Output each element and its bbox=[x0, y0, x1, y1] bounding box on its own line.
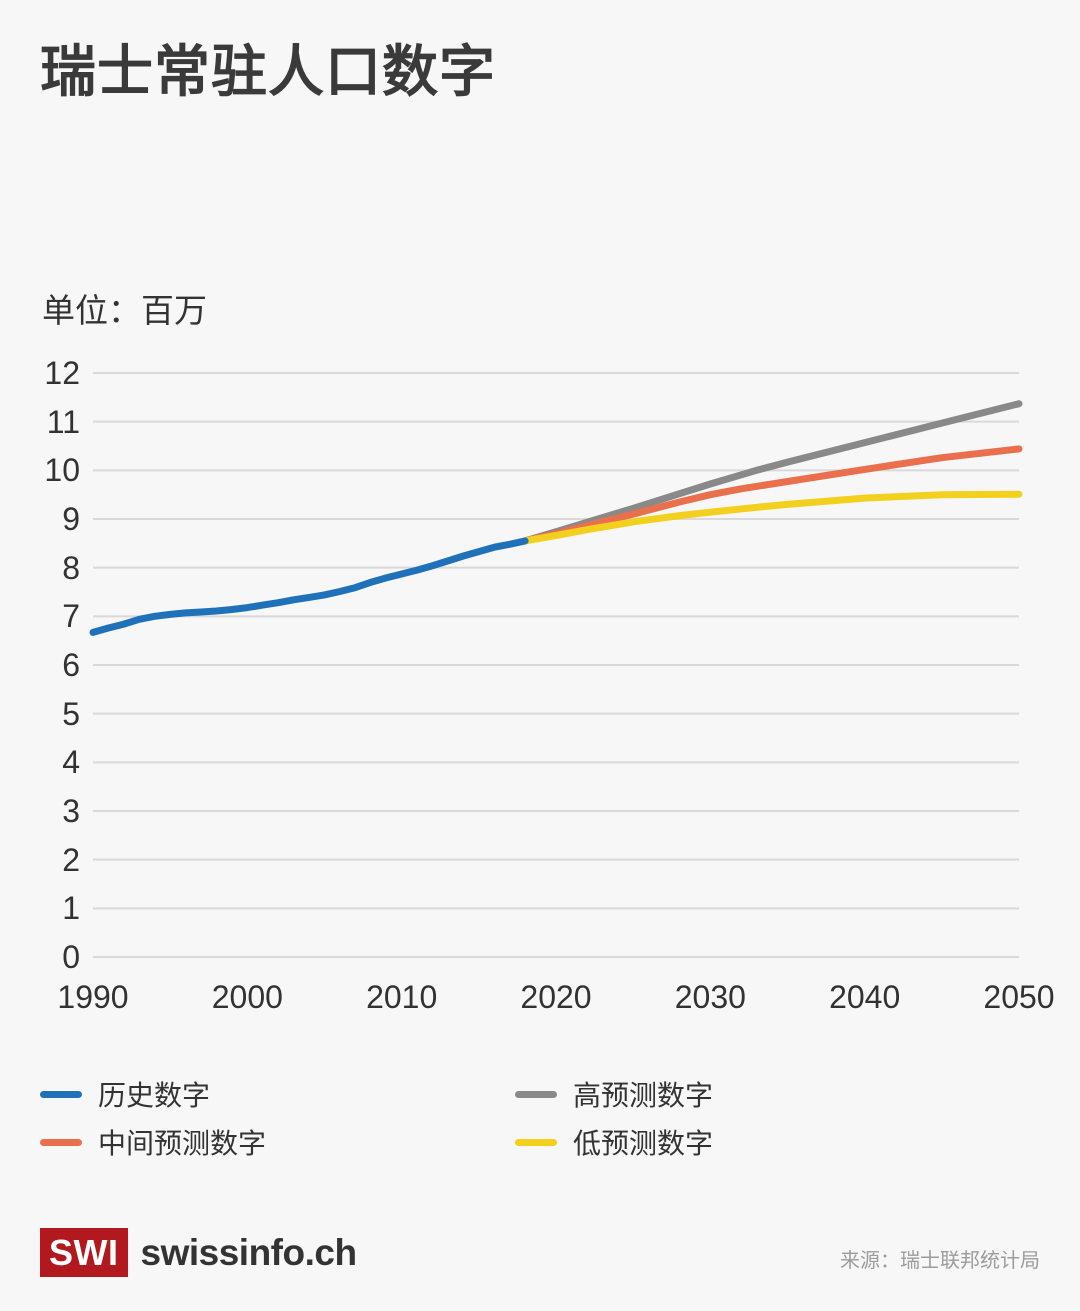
legend-swatch-high-projection bbox=[515, 1090, 557, 1098]
y-axis-tick-11: 11 bbox=[46, 403, 80, 440]
swissinfo-wordmark: swissinfo.ch bbox=[140, 1231, 358, 1273]
y-axis-tick-8: 8 bbox=[62, 549, 80, 586]
x-axis-tick-2050: 2050 bbox=[983, 979, 1055, 1015]
legend-label-low-projection: 低预测数字 bbox=[573, 1128, 714, 1159]
legend-item-middle-projection: 中间预测数字 bbox=[40, 1126, 515, 1159]
y-axis-tick-2: 2 bbox=[62, 841, 80, 878]
x-axis-tick-2040: 2040 bbox=[829, 979, 901, 1015]
y-axis-tick-5: 5 bbox=[62, 695, 80, 732]
x-axis-tick-2010: 2010 bbox=[366, 979, 438, 1015]
series-line-historical bbox=[89, 537, 529, 636]
chart-title: 瑞士常驻人口数字 bbox=[40, 40, 496, 103]
x-axis-tick-2000: 2000 bbox=[211, 979, 283, 1015]
legend-swatch-historical bbox=[40, 1090, 82, 1098]
legend-swatch-middle-projection bbox=[40, 1138, 82, 1146]
swi-logo-mark: SWI bbox=[40, 1228, 128, 1277]
y-axis-tick-0: 0 bbox=[62, 939, 80, 975]
y-axis-tick-4: 4 bbox=[62, 744, 80, 781]
chart-legend: 历史数字 高预测数字中间预测数字 低预测数字 bbox=[40, 1078, 1040, 1159]
unit-label: 单位：百万 bbox=[42, 292, 207, 329]
series-line-low-projection bbox=[521, 490, 1023, 545]
legend-label-high-projection: 高预测数字 bbox=[573, 1080, 714, 1111]
legend-item-high-projection: 高预测数字 bbox=[515, 1078, 1040, 1111]
y-axis-tick-1: 1 bbox=[62, 890, 80, 927]
source-attribution: 来源：瑞士联邦统计局 bbox=[840, 1250, 1040, 1272]
y-axis-tick-6: 6 bbox=[62, 647, 80, 683]
legend-swatch-low-projection bbox=[515, 1138, 557, 1146]
y-axis-tick-7: 7 bbox=[62, 598, 80, 635]
y-axis-tick-3: 3 bbox=[62, 793, 80, 829]
legend-label-historical: 历史数字 bbox=[98, 1080, 211, 1111]
legend-item-low-projection: 低预测数字 bbox=[515, 1126, 1040, 1159]
y-axis-tick-9: 9 bbox=[62, 501, 80, 537]
swissinfo-logo: SWI swissinfo.ch bbox=[40, 1228, 357, 1277]
legend-item-historical: 历史数字 bbox=[40, 1078, 515, 1111]
y-axis-tick-12: 12 bbox=[44, 355, 80, 391]
x-axis-tick-2030: 2030 bbox=[674, 979, 746, 1015]
x-axis-tick-2020: 2020 bbox=[520, 979, 592, 1015]
y-axis-tick-10: 10 bbox=[44, 452, 80, 489]
legend-label-middle-projection: 中间预测数字 bbox=[98, 1128, 267, 1159]
x-axis-tick-1990: 1990 bbox=[57, 979, 129, 1015]
